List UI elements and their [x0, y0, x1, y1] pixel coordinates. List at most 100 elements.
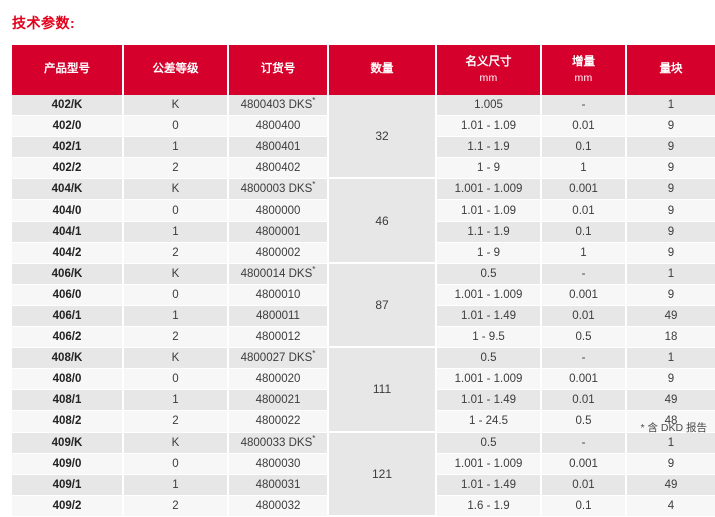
- cell-order-no: 4800010: [229, 284, 329, 306]
- cell-nominal-size: 1.01 - 1.49: [437, 474, 542, 496]
- cell-blocks: 9: [627, 158, 715, 180]
- cell-increment: 0.1: [542, 221, 627, 243]
- column-header-unit: mm: [479, 71, 498, 84]
- cell-nominal-size: 1 - 9.5: [437, 327, 542, 349]
- cell-nominal-size: 1.1 - 1.9: [437, 221, 542, 243]
- cell-nominal-size: 1 - 24.5: [437, 411, 542, 433]
- cell-nominal-size: 1 - 9: [437, 158, 542, 180]
- cell-model: 409/1: [12, 474, 124, 496]
- cell-nominal-size: 1.005: [437, 95, 542, 117]
- cell-increment: 0.1: [542, 495, 627, 517]
- cell-model: 408/K: [12, 348, 124, 370]
- cell-blocks: 9: [627, 200, 715, 222]
- table-row: 402/K K 4800403 DKS* 32 1.005-1: [12, 95, 715, 180]
- cell-nominal-size: 1.001 - 1.009: [437, 453, 542, 475]
- column-header-grade: 公差等级: [124, 45, 229, 95]
- dkd-footnote-marker: *: [312, 96, 316, 106]
- cell-increment: 0.01: [542, 474, 627, 496]
- column-header-label: 数量: [370, 63, 394, 76]
- cell-model: 406/2: [12, 327, 124, 349]
- cell-increment: 0.1: [542, 137, 627, 159]
- cell-blocks: 9: [627, 116, 715, 138]
- table-row: 406/0 0 4800010 1.001 - 1.009 0.001 9: [12, 284, 715, 306]
- cell-increment: 0.01: [542, 390, 627, 412]
- cell-grade: K: [124, 348, 229, 370]
- cell-model: 402/1: [12, 137, 124, 159]
- cell-model: 402/2: [12, 158, 124, 180]
- cell-quantity: 87: [329, 263, 437, 349]
- cell-order-no: 4800000: [229, 200, 329, 222]
- cell-blocks: 9: [627, 137, 715, 159]
- cell-model: 402/K: [12, 95, 124, 117]
- cell-model: 409/0: [12, 453, 124, 475]
- cell-nominal-size: 1 - 9: [437, 242, 542, 264]
- cell-blocks: 1: [627, 263, 715, 285]
- cell-order-no: 4800402: [229, 158, 329, 180]
- cell-blocks: 18: [627, 327, 715, 349]
- cell-model: 409/K: [12, 432, 124, 454]
- cell-nominal-size: 1.01 - 1.09: [437, 200, 542, 222]
- cell-grade: 2: [124, 495, 229, 517]
- column-header-blocks: 量块: [627, 45, 715, 95]
- table-row: 402/1 1 4800401 1.1 - 1.9 0.1 9: [12, 137, 715, 159]
- column-header-label: 名义尺寸: [465, 56, 512, 69]
- column-header-label: 量块: [659, 63, 683, 76]
- cell-grade: 0: [124, 453, 229, 475]
- cell-increment: 0.01: [542, 305, 627, 328]
- technical-specs-table: 产品型号 公差等级 订货号 数量 名义尺寸 mm 增量 mm 量块 402/K K 4800403 …: [12, 45, 715, 517]
- cell-blocks: 1: [627, 348, 715, 370]
- cell-grade: 1: [124, 221, 229, 243]
- cell-grade: 1: [124, 390, 229, 412]
- cell-blocks: 49: [627, 390, 715, 412]
- cell-nominal-size: 1.01 - 1.49: [437, 390, 542, 412]
- spec-page: 技术参数: 产品型号 公差等级 订货号 数量 名义尺寸 mm 增量 mm 量块 402/K K 48…: [12, 15, 715, 517]
- cell-model: 406/K: [12, 263, 124, 285]
- cell-order-no: 4800403 DKS*: [229, 95, 329, 117]
- cell-blocks: 49: [627, 474, 715, 496]
- table-row: 408/1 1 4800021 1.01 - 1.49 0.01 49: [12, 390, 715, 412]
- column-header-label: 产品型号: [44, 63, 90, 76]
- table-body: 402/K K 4800403 DKS* 32 1.005-1 402/0 0 4800400…: [12, 95, 715, 517]
- cell-blocks: 9: [627, 221, 715, 243]
- cell-increment: 0.001: [542, 179, 627, 201]
- cell-increment: 0.5: [542, 327, 627, 349]
- cell-grade: 1: [124, 137, 229, 159]
- cell-order-no: 4800400: [229, 116, 329, 138]
- cell-model: 404/K: [12, 179, 124, 201]
- column-header-increment: 增量 mm: [542, 45, 627, 95]
- cell-grade: 1: [124, 474, 229, 496]
- cell-blocks: 1: [627, 432, 715, 454]
- table-header-row: 产品型号 公差等级 订货号 数量 名义尺寸 mm 增量 mm 量块: [12, 45, 715, 95]
- cell-order-no: 4800032: [229, 495, 329, 517]
- column-header-unit: mm: [574, 71, 593, 84]
- table-row: 409/K K 4800033 DKS* 121 0.5-1: [12, 432, 715, 517]
- cell-nominal-size: 0.5: [437, 432, 542, 454]
- cell-order-no: 4800031: [229, 474, 329, 496]
- cell-increment: 0.01: [542, 200, 627, 222]
- cell-increment: -: [542, 348, 627, 370]
- cell-grade: K: [124, 263, 229, 285]
- column-header-label: 公差等级: [152, 63, 199, 76]
- cell-grade: 0: [124, 116, 229, 138]
- cell-order-no: 4800033 DKS*: [229, 432, 329, 454]
- cell-model: 406/0: [12, 284, 124, 306]
- column-header-label: 订货号: [260, 63, 296, 76]
- table-row: 406/K K 4800014 DKS* 87 0.5-1: [12, 263, 715, 349]
- cell-model: 404/1: [12, 221, 124, 243]
- cell-increment: 1: [542, 242, 627, 264]
- cell-nominal-size: 1.6 - 1.9: [437, 495, 542, 517]
- cell-grade: 2: [124, 411, 229, 433]
- column-header-label: 增量: [572, 56, 595, 69]
- cell-model: 409/2: [12, 495, 124, 517]
- cell-model: 402/0: [12, 116, 124, 138]
- cell-quantity: 121: [329, 432, 437, 517]
- cell-model: 404/0: [12, 200, 124, 222]
- cell-increment: 0.001: [542, 453, 627, 475]
- cell-order-no: 4800022: [229, 411, 329, 433]
- table-row: 406/2 2 4800012 1 - 9.5 0.5 18: [12, 327, 715, 349]
- cell-blocks: 4: [627, 495, 715, 517]
- cell-grade: K: [124, 432, 229, 454]
- cell-grade: 2: [124, 327, 229, 349]
- column-header-order_no: 订货号: [229, 45, 329, 95]
- table-row: 404/0 0 4800000 1.01 - 1.09 0.01 9: [12, 200, 715, 222]
